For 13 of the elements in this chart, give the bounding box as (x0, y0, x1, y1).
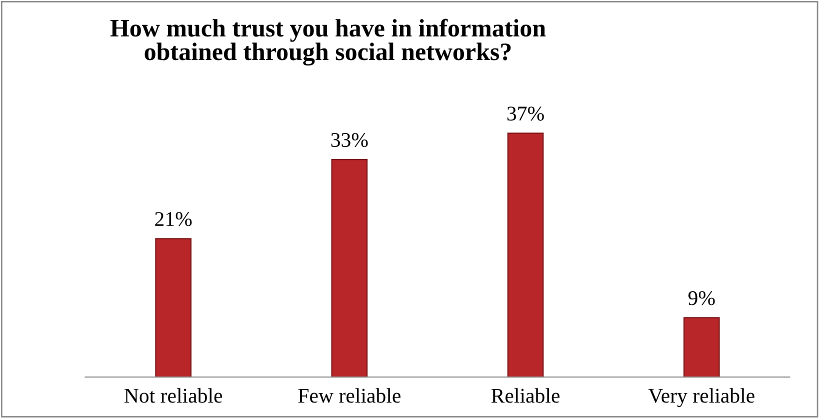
data-label: 37% (507, 106, 544, 121)
x-tick-label: Very reliable (648, 388, 754, 408)
data-label: 33% (331, 132, 368, 148)
data-label: 9% (688, 291, 715, 306)
x-tick-label: Few reliable (298, 388, 400, 403)
data-label: 21% (155, 212, 192, 226)
x-tick-label: Not reliable (124, 388, 222, 403)
bar (507, 132, 544, 378)
bar (683, 317, 720, 378)
chart-title: How much trust you have in information obtained through social networks? (110, 18, 546, 66)
x-tick-label: Reliable (491, 388, 560, 403)
bar (331, 159, 368, 378)
bar (155, 238, 192, 378)
